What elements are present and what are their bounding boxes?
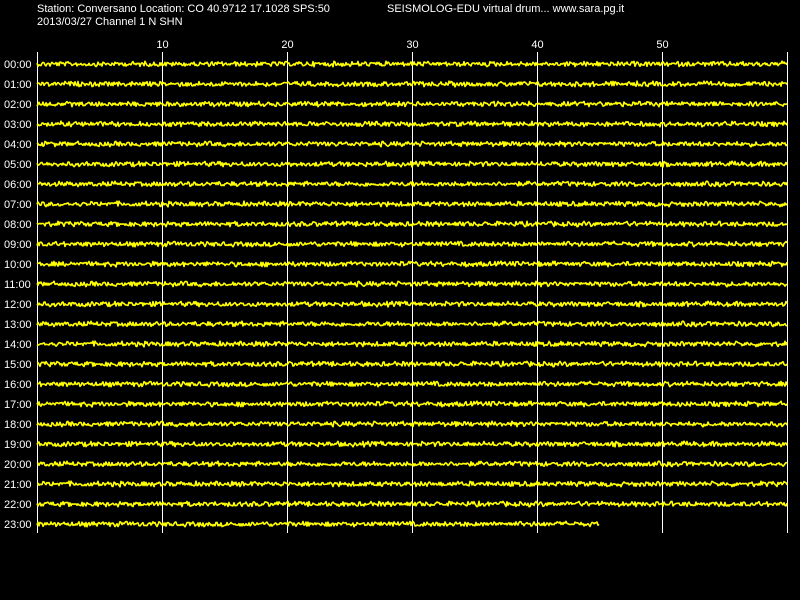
seismic-trace: [36, 340, 788, 348]
hour-label: 11:00: [4, 279, 31, 291]
hour-label: 05:00: [4, 159, 32, 171]
hour-label: 00:00: [4, 59, 32, 71]
minute-tick-label: 20: [281, 39, 293, 51]
seismic-trace: [36, 80, 788, 88]
seismic-trace: [36, 400, 788, 408]
hour-label: 18:00: [4, 419, 32, 431]
seismic-trace: [36, 200, 788, 208]
hour-label: 23:00: [4, 519, 32, 531]
traces: [36, 60, 788, 528]
hour-label: 14:00: [4, 339, 32, 351]
minute-tick-label: 50: [656, 39, 668, 51]
seismic-trace: [36, 460, 787, 468]
seismic-trace: [37, 180, 788, 188]
hour-label: 03:00: [4, 119, 32, 131]
hour-label: 21:00: [4, 479, 32, 491]
seismic-trace: [37, 480, 788, 488]
seismic-trace: [36, 520, 600, 528]
minute-axis: 10 20 30 40 50: [156, 39, 668, 51]
hour-label: 20:00: [4, 459, 32, 471]
hour-label: 08:00: [4, 219, 32, 231]
seismic-trace: [36, 380, 788, 388]
seismic-trace: [36, 260, 788, 268]
hour-label: 12:00: [4, 299, 32, 311]
station-info: Station: Conversano Location: CO 40.9712…: [37, 3, 330, 15]
hour-labels: 00:00 01:00 02:00 03:00 04:00 05:00 06:00 07:00…: [4, 59, 32, 531]
seismic-trace: [36, 360, 788, 368]
hour-label: 01:00: [4, 79, 32, 91]
seismic-trace: [36, 100, 788, 108]
minute-tick-label: 10: [156, 39, 168, 51]
hour-label: 16:00: [4, 379, 32, 391]
seismic-trace: [36, 220, 788, 228]
hour-label: 10:00: [4, 259, 32, 271]
date-channel-info: 2013/03/27 Channel 1 N SHN: [37, 16, 183, 28]
hour-label: 04:00: [4, 139, 32, 151]
seismic-trace: [36, 160, 788, 168]
seismic-trace: [36, 240, 788, 248]
hour-label: 13:00: [4, 319, 32, 331]
seismic-trace: [36, 420, 788, 428]
seismic-trace: [36, 440, 788, 448]
app-title: SEISMOLOG-EDU virtual drum... www.sara.p…: [387, 3, 625, 15]
hour-label: 06:00: [4, 179, 32, 191]
hour-label: 02:00: [4, 99, 32, 111]
seismic-trace: [36, 280, 788, 288]
seismic-trace: [36, 320, 788, 328]
hour-label: 09:00: [4, 239, 32, 251]
seismic-trace: [36, 300, 788, 308]
minute-tick-label: 30: [406, 39, 418, 51]
hour-label: 22:00: [4, 499, 32, 511]
hour-label: 19:00: [4, 439, 32, 451]
seismic-trace: [36, 140, 788, 148]
seismic-trace: [36, 120, 788, 128]
minute-tick-label: 40: [531, 39, 543, 51]
hour-label: 15:00: [4, 359, 32, 371]
header: Station: Conversano Location: CO 40.9712…: [37, 3, 787, 33]
hour-label: 07:00: [4, 199, 32, 211]
seismic-trace: [36, 500, 788, 508]
seismic-trace: [36, 60, 788, 68]
minute-grid: [37, 52, 788, 533]
hour-label: 17:00: [4, 399, 32, 411]
